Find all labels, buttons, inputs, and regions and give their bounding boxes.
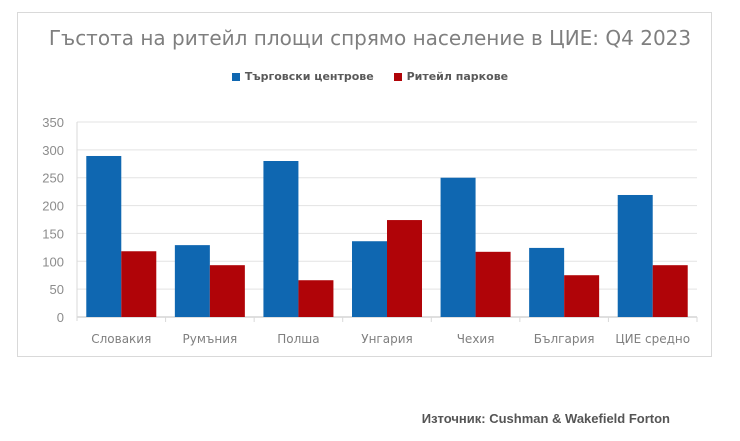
y-tick-label: 300	[42, 143, 64, 158]
bar-shopping-centres	[352, 241, 387, 317]
legend-swatch	[231, 72, 240, 81]
bar-shopping-centres	[174, 245, 210, 317]
x-tick-label: Полша	[277, 332, 319, 346]
bar-shopping-centres	[440, 177, 476, 317]
chart-title: Гъстота на ритейл площи спрямо население…	[48, 26, 692, 50]
y-tick-label: 50	[50, 282, 64, 297]
x-tick-label: ЦИЕ средно	[615, 332, 690, 346]
y-tick-label: 0	[57, 310, 64, 325]
bar-retail-parks	[121, 251, 157, 317]
legend-label: Ритейл паркове	[406, 70, 509, 83]
x-tick-label: Словакия	[91, 332, 151, 346]
x-tick-label: Румъния	[182, 332, 237, 346]
x-tick-label: България	[534, 332, 595, 346]
legend: Търговски центрове Ритейл паркове	[0, 70, 740, 84]
bar-retail-parks	[209, 265, 245, 317]
bar-retail-parks	[298, 280, 334, 317]
bar-retail-parks	[652, 265, 688, 317]
x-tick-label: Унгария	[361, 332, 412, 346]
y-tick-label: 250	[42, 171, 64, 186]
chart-frame	[17, 12, 712, 357]
bar-shopping-centres	[86, 155, 122, 317]
y-tick-label: 100	[42, 254, 64, 269]
legend-label: Търговски центрове	[244, 70, 374, 83]
bar-retail-parks	[387, 220, 422, 317]
bar-retail-parks	[564, 275, 600, 317]
legend-swatch	[393, 72, 402, 81]
bar-shopping-centres	[617, 194, 653, 317]
bar-shopping-centres	[263, 161, 299, 317]
y-tick-label: 200	[42, 199, 64, 214]
legend-item: Търговски центрове	[231, 70, 374, 83]
source-note: Източник: Cushman & Wakefield Forton	[421, 411, 670, 426]
bar-retail-parks	[475, 251, 511, 317]
bar-shopping-centres	[529, 247, 565, 317]
legend-item: Ритейл паркове	[393, 70, 509, 83]
y-tick-label: 350	[42, 115, 64, 130]
x-tick-label: Чехия	[457, 332, 495, 346]
y-tick-label: 150	[42, 226, 64, 241]
